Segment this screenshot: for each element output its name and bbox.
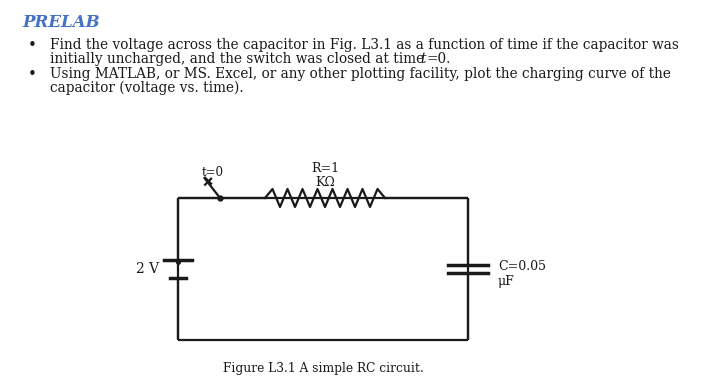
Text: t: t: [420, 52, 425, 66]
Text: C=0.05: C=0.05: [498, 260, 546, 273]
Text: •: •: [28, 67, 36, 82]
Text: capacitor (voltage vs. time).: capacitor (voltage vs. time).: [50, 81, 244, 95]
Text: μF: μF: [498, 275, 515, 288]
Text: t=0: t=0: [202, 166, 224, 179]
Text: R=1: R=1: [311, 162, 339, 175]
Text: Figure L3.1 A simple RC circuit.: Figure L3.1 A simple RC circuit.: [223, 362, 423, 375]
Text: PRELAB: PRELAB: [22, 14, 99, 31]
Text: KΩ: KΩ: [315, 176, 335, 189]
Text: =0.: =0.: [427, 52, 452, 66]
Text: initially uncharged, and the switch was closed at time: initially uncharged, and the switch was …: [50, 52, 429, 66]
Text: 2 V: 2 V: [136, 262, 159, 276]
Text: Using MATLAB, or MS. Excel, or any other plotting facility, plot the charging cu: Using MATLAB, or MS. Excel, or any other…: [50, 67, 671, 81]
Text: •: •: [28, 38, 36, 53]
Text: Find the voltage across the capacitor in Fig. L3.1 as a function of time if the : Find the voltage across the capacitor in…: [50, 38, 679, 52]
